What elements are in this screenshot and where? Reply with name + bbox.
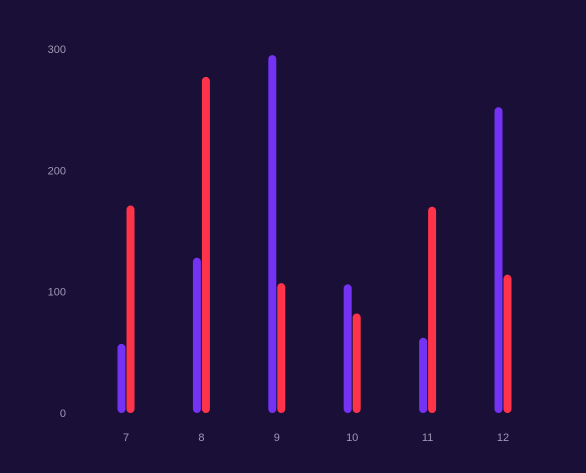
- bar-series-1-10: [343, 284, 352, 413]
- y-tick-label: 300: [48, 44, 66, 56]
- bar-series-2-10: [352, 313, 361, 413]
- x-axis: 7 8 9 10 11 12: [123, 432, 509, 444]
- x-tick-label: 8: [198, 432, 204, 444]
- bar-series-2-7: [126, 205, 135, 413]
- bar-series-1-9: [268, 55, 277, 414]
- x-tick-label: 9: [274, 432, 280, 444]
- y-tick-label: 200: [48, 165, 66, 177]
- y-axis: 0 100 200 300: [48, 44, 66, 420]
- bar-series-2-9: [277, 283, 286, 413]
- bar-series-2-12: [503, 274, 512, 413]
- bar-series-2-8: [201, 76, 210, 413]
- bar-series-1-12: [494, 107, 503, 414]
- y-tick-label: 100: [48, 287, 66, 299]
- bar-series-1-11: [419, 337, 428, 413]
- y-tick-label: 0: [60, 408, 66, 420]
- bar-series-1-7: [117, 343, 126, 413]
- bar-series-1-8: [192, 257, 201, 413]
- x-tick-label: 12: [497, 432, 509, 444]
- x-tick-label: 10: [346, 432, 358, 444]
- bar-series-2-11: [428, 206, 437, 413]
- x-tick-label: 11: [422, 432, 433, 444]
- x-tick-label: 7: [123, 432, 129, 444]
- bars: [117, 55, 512, 414]
